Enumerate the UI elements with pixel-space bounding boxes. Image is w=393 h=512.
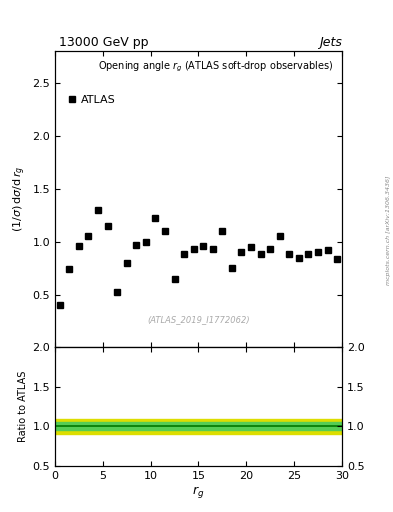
X-axis label: $r_g$: $r_g$: [192, 483, 205, 500]
ATLAS: [86, 233, 91, 240]
ATLAS: [239, 249, 244, 255]
ATLAS: [316, 249, 320, 255]
ATLAS: [105, 223, 110, 229]
Text: Opening angle $r_g$ (ATLAS soft-drop observables): Opening angle $r_g$ (ATLAS soft-drop obs…: [98, 60, 333, 74]
Line: ATLAS: ATLAS: [57, 207, 340, 308]
ATLAS: [277, 233, 282, 240]
ATLAS: [268, 246, 273, 252]
ATLAS: [306, 251, 311, 258]
Y-axis label: Ratio to ATLAS: Ratio to ATLAS: [18, 371, 28, 442]
ATLAS: [325, 247, 330, 253]
ATLAS: [163, 228, 167, 234]
ATLAS: [125, 260, 129, 266]
ATLAS: [134, 242, 139, 248]
ATLAS: [297, 254, 301, 261]
ATLAS: [153, 215, 158, 221]
ATLAS: [220, 228, 225, 234]
Text: mcplots.cern.ch [arXiv:1306.3436]: mcplots.cern.ch [arXiv:1306.3436]: [386, 176, 391, 285]
Legend: ATLAS: ATLAS: [66, 92, 118, 106]
ATLAS: [211, 246, 215, 252]
ATLAS: [143, 239, 148, 245]
ATLAS: [249, 244, 253, 250]
Text: (ATLAS_2019_I1772062): (ATLAS_2019_I1772062): [147, 315, 250, 324]
ATLAS: [287, 251, 292, 258]
ATLAS: [57, 302, 62, 308]
ATLAS: [96, 207, 101, 213]
ATLAS: [77, 243, 81, 249]
Text: 13000 GeV pp: 13000 GeV pp: [59, 36, 149, 49]
Text: Jets: Jets: [319, 36, 342, 49]
ATLAS: [258, 251, 263, 258]
ATLAS: [201, 243, 206, 249]
ATLAS: [191, 246, 196, 252]
ATLAS: [230, 265, 234, 271]
ATLAS: [115, 289, 119, 295]
ATLAS: [172, 275, 177, 282]
ATLAS: [182, 251, 187, 258]
ATLAS: [67, 266, 72, 272]
Y-axis label: $(1/\sigma)\,\mathrm{d}\sigma/\mathrm{d}\,r_g$: $(1/\sigma)\,\mathrm{d}\sigma/\mathrm{d}…: [12, 166, 28, 232]
ATLAS: [335, 255, 340, 262]
